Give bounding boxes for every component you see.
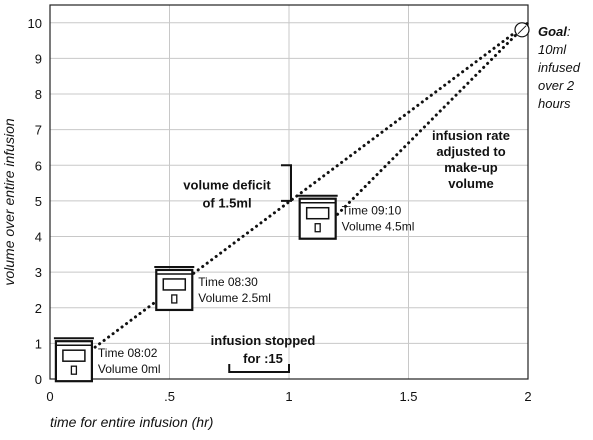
y-tick-label: 6	[35, 158, 42, 173]
goal-marker-slash	[517, 25, 527, 35]
goal-label: Goal	[538, 24, 567, 39]
y-tick-label: 2	[35, 301, 42, 316]
tick-labels: 0 1 2 3 4 5 6 7 8 9 10 0 .5 1 1.5 2 time for entire infu…	[1, 16, 532, 430]
deficit-bracket	[281, 164, 292, 202]
y-tick-label: 7	[35, 123, 42, 138]
marker-volume: Volume 0ml	[98, 362, 161, 376]
annotations: Goal: 10ml infused over 2 hours volume defic…	[183, 22, 581, 373]
x-tick-label: 1.5	[399, 389, 417, 404]
plot-frame	[49, 4, 529, 380]
marker-time: Time 08:30	[198, 275, 258, 289]
goal-colon: :	[567, 24, 571, 39]
x-tick-label: .5	[164, 389, 175, 404]
deficit-label: volume deficit	[183, 177, 271, 192]
pump-screen	[305, 206, 330, 220]
stopped-bracket	[228, 364, 290, 373]
goal-line: infused	[538, 60, 581, 75]
pump-port	[171, 294, 178, 304]
pump-icon	[53, 337, 94, 383]
stopped-label: infusion stopped	[211, 333, 316, 348]
marker-time: Time 08:02	[98, 346, 158, 360]
marker-volume: Volume 2.5ml	[198, 291, 271, 305]
y-tick-label: 8	[35, 87, 42, 102]
y-tick-label: 5	[35, 194, 42, 209]
x-tick-label: 0	[46, 389, 53, 404]
adjusted-label: infusion rate	[432, 128, 510, 143]
adjusted-label: volume	[448, 176, 494, 191]
stopped-label: for :15	[243, 351, 283, 366]
grid	[50, 5, 529, 379]
y-tick-label: 0	[35, 372, 42, 387]
y-tick-label: 3	[35, 265, 42, 280]
pump-screen	[162, 278, 187, 291]
adjusted-label: make-up	[444, 160, 498, 175]
deficit-label: of 1.5ml	[202, 195, 251, 210]
goal-line: over 2	[538, 78, 575, 93]
marker-time: Time 09:10	[342, 204, 402, 218]
axes	[49, 4, 529, 380]
x-tick-label: 2	[524, 389, 531, 404]
x-axis-title: time for entire infusion (hr)	[50, 414, 213, 430]
goal-line: hours	[538, 96, 571, 111]
adjusted-label: adjusted to	[436, 144, 505, 159]
pump-port	[314, 223, 321, 233]
pump-markers: Time 08:02 Volume 0ml Time 08:30 Volume 2.5…	[53, 194, 415, 383]
series-line	[328, 21, 530, 224]
pump-port	[70, 365, 78, 375]
y-tick-label: 10	[28, 16, 42, 31]
pump-screen	[62, 349, 86, 362]
y-tick-label: 1	[35, 336, 42, 351]
pump-icon	[154, 265, 195, 312]
y-tick-label: 9	[35, 51, 42, 66]
goal-line: 10ml	[538, 42, 567, 57]
x-tick-label: 1	[285, 389, 292, 404]
marker-volume: Volume 4.5ml	[342, 220, 415, 234]
goal-title: Goal:	[538, 24, 571, 39]
y-axis-title: volume over entire infusion	[1, 118, 17, 286]
pump-icon	[297, 194, 338, 240]
y-tick-label: 4	[35, 230, 42, 245]
